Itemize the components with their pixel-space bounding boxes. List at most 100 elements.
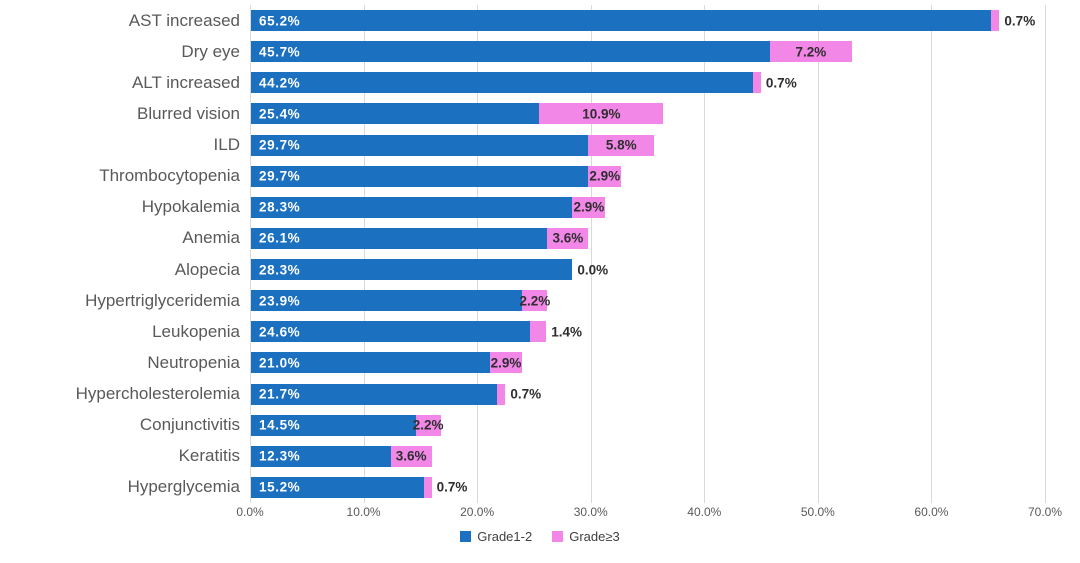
bar-track: 12.3% 3.6% <box>251 445 1046 467</box>
value-label-grade3plus: 2.9% <box>573 199 605 215</box>
bar-segment-grade3plus <box>390 445 432 467</box>
legend-label: Grade1-2 <box>477 529 533 544</box>
legend-label: Grade≥3 <box>569 529 620 544</box>
bar-segment-grade3plus <box>752 72 761 94</box>
value-label-grade3plus: 0.7% <box>510 386 542 402</box>
chart-row: Conjunctivitis 14.5% 2.2% <box>0 410 1080 441</box>
legend-swatch-icon <box>460 531 472 542</box>
bar-segment-grade1-2: 45.7% <box>251 41 771 63</box>
chart-row: Hyperglycemia 15.2% 0.7% <box>0 472 1080 503</box>
legend-item: Grade≥3 <box>552 529 620 544</box>
gridline-layer <box>250 5 1046 503</box>
bar-segment-grade1-2: 26.1% <box>251 227 548 249</box>
bar-segment-grade1-2: 14.5% <box>251 414 416 436</box>
bar-segment-grade3plus <box>530 321 547 343</box>
value-label-grade1-2: 65.2% <box>259 13 301 29</box>
category-label: Dry eye <box>181 41 240 61</box>
x-axis-tick-label: 10.0% <box>346 505 381 519</box>
value-label-grade3plus: 2.2% <box>519 293 551 309</box>
category-label: Hyperglycemia <box>127 477 240 497</box>
chart-row: Neutropenia 21.0% 2.9% <box>0 347 1080 378</box>
category-label: AST increased <box>128 10 240 30</box>
chart-row: Dry eye 45.7% 7.2% <box>0 36 1080 67</box>
category-label: Hypertriglyceridemia <box>85 290 240 310</box>
value-label-grade3plus: 2.2% <box>412 417 444 433</box>
chart-row: Keratitis 12.3% 3.6% <box>0 441 1080 472</box>
chart-row: Blurred vision 25.4% 10.9% <box>0 98 1080 129</box>
bar-segment-grade1-2: 21.0% <box>251 352 490 374</box>
category-label: Hypokalemia <box>141 197 240 217</box>
value-label-grade3plus: 0.7% <box>436 479 468 495</box>
legend-item: Grade1-2 <box>460 529 532 544</box>
chart-row: Alopecia 28.3% 0.0% <box>0 254 1080 285</box>
value-label-grade1-2: 21.7% <box>259 386 301 402</box>
gridline <box>931 5 933 503</box>
bar-segment-grade1-2: 28.3% <box>251 259 573 281</box>
bar-track: 21.7% 0.7% <box>251 383 1046 405</box>
category-label: Anemia <box>182 228 240 248</box>
bar-segment-grade3plus <box>588 134 655 156</box>
gridline <box>590 5 592 503</box>
bar-segment-grade3plus <box>539 103 664 125</box>
chart-row: Hypercholesterolemia 21.7% 0.7% <box>0 379 1080 410</box>
bar-segment-grade3plus <box>415 414 441 436</box>
chart-row: Hypokalemia 28.3% 2.9% <box>0 192 1080 223</box>
bar-segment-grade3plus <box>497 383 506 405</box>
bar-segment-grade1-2: 24.6% <box>251 321 531 343</box>
bar-track: 29.7% 2.9% <box>251 165 1046 187</box>
bar-track: 28.3% 0.0% <box>251 259 1046 281</box>
bar-segment-grade1-2: 15.2% <box>251 476 424 498</box>
x-axis-tick-label: 50.0% <box>800 505 835 519</box>
value-label-grade3plus: 0.7% <box>765 75 797 91</box>
bar-segment-grade3plus <box>588 165 622 187</box>
value-label-grade1-2: 29.7% <box>259 168 301 184</box>
bar-segment-grade1-2: 25.4% <box>251 103 540 125</box>
bar-track: 65.2% 0.7% <box>251 10 1046 32</box>
value-label-grade1-2: 26.1% <box>259 230 301 246</box>
chart-row: ILD 29.7% 5.8% <box>0 130 1080 161</box>
bar-segment-grade1-2: 23.9% <box>251 290 523 312</box>
category-label: Conjunctivitis <box>139 415 240 435</box>
bar-segment-grade1-2: 44.2% <box>251 72 753 94</box>
value-label-grade1-2: 28.3% <box>259 262 301 278</box>
bar-track: 29.7% 5.8% <box>251 134 1046 156</box>
value-label-grade1-2: 25.4% <box>259 106 301 122</box>
bar-track: 21.0% 2.9% <box>251 352 1046 374</box>
bar-segment-grade3plus <box>423 476 432 498</box>
bar-segment-grade1-2: 65.2% <box>251 10 992 32</box>
bar-segment-grade1-2: 28.3% <box>251 196 573 218</box>
value-label-grade3plus: 0.7% <box>1004 13 1036 29</box>
value-label-grade1-2: 14.5% <box>259 417 301 433</box>
value-label-grade1-2: 12.3% <box>259 448 301 464</box>
value-label-grade1-2: 15.2% <box>259 479 301 495</box>
category-label: Keratitis <box>178 446 240 466</box>
bar-segment-grade1-2: 12.3% <box>251 445 391 467</box>
bar-track: 15.2% 0.7% <box>251 476 1046 498</box>
x-axis-tick-label: 0.0% <box>236 505 264 519</box>
gridline <box>704 5 706 503</box>
gridline <box>1045 5 1046 503</box>
value-label-grade3plus: 2.9% <box>589 168 621 184</box>
category-label: Blurred vision <box>137 103 240 123</box>
x-axis-tick-label: 40.0% <box>687 505 722 519</box>
category-label: ALT increased <box>131 72 240 92</box>
bar-segment-grade1-2: 29.7% <box>251 165 589 187</box>
value-label-grade1-2: 44.2% <box>259 75 301 91</box>
category-label: Alopecia <box>174 259 240 279</box>
bar-segment-grade3plus <box>770 41 852 63</box>
value-label-grade1-2: 24.6% <box>259 324 301 340</box>
value-label-grade3plus: 7.2% <box>795 44 827 60</box>
category-label: Leukopenia <box>152 321 240 341</box>
bar-segment-grade3plus <box>991 10 1000 32</box>
chart-row: Hypertriglyceridemia 23.9% 2.2% <box>0 285 1080 316</box>
chart-row: Anemia 26.1% 3.6% <box>0 223 1080 254</box>
bar-track: 26.1% 3.6% <box>251 227 1046 249</box>
value-label-grade1-2: 23.9% <box>259 293 301 309</box>
value-label-grade1-2: 21.0% <box>259 355 301 371</box>
bar-track: 23.9% 2.2% <box>251 290 1046 312</box>
bar-segment-grade3plus <box>489 352 523 374</box>
chart-legend: Grade1-2 Grade≥3 <box>0 529 1080 544</box>
chart-row: AST increased 65.2% 0.7% <box>0 5 1080 36</box>
value-label-grade1-2: 29.7% <box>259 137 301 153</box>
